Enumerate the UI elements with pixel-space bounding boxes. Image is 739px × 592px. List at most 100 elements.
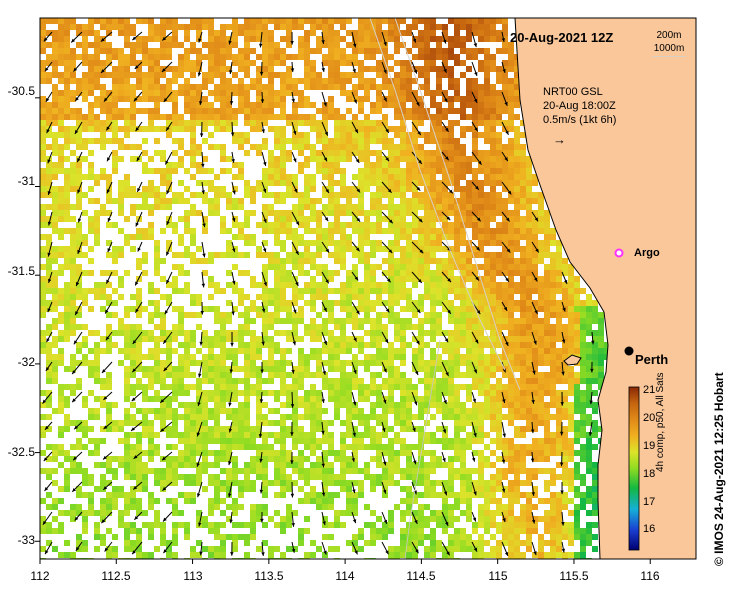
- sst-pixel: [310, 390, 316, 396]
- sst-pixel: [292, 114, 298, 120]
- sst-pixel: [226, 228, 232, 234]
- sst-pixel: [574, 462, 580, 468]
- sst-pixel: [358, 66, 364, 72]
- sst-pixel: [574, 300, 580, 306]
- sst-pixel: [340, 192, 346, 198]
- sst-pixel: [214, 84, 220, 90]
- sst-pixel: [328, 354, 334, 360]
- sst-pixel: [544, 210, 550, 216]
- sst-pixel: [394, 126, 400, 132]
- sst-pixel: [442, 222, 448, 228]
- sst-pixel: [436, 72, 442, 78]
- sst-pixel: [298, 114, 304, 120]
- sst-pixel: [448, 234, 454, 240]
- sst-pixel: [412, 474, 418, 480]
- sst-pixel: [424, 402, 430, 408]
- sst-pixel: [58, 360, 64, 366]
- sst-pixel: [100, 270, 106, 276]
- sst-pixel: [424, 60, 430, 66]
- sst-pixel: [382, 114, 388, 120]
- sst-pixel: [598, 330, 604, 336]
- sst-pixel: [334, 450, 340, 456]
- sst-pixel: [472, 144, 478, 150]
- sst-pixel: [514, 486, 520, 492]
- sst-pixel: [514, 156, 520, 162]
- sst-pixel: [484, 288, 490, 294]
- sst-pixel: [568, 390, 574, 396]
- sst-pixel: [118, 486, 124, 492]
- sst-pixel: [328, 474, 334, 480]
- sst-pixel: [376, 36, 382, 42]
- sst-pixel: [514, 450, 520, 456]
- sst-pixel: [400, 360, 406, 366]
- sst-pixel: [550, 336, 556, 342]
- sst-pixel: [244, 414, 250, 420]
- sst-pixel: [352, 414, 358, 420]
- sst-pixel: [346, 300, 352, 306]
- sst-pixel: [178, 390, 184, 396]
- sst-pixel: [100, 120, 106, 126]
- sst-pixel: [106, 294, 112, 300]
- sst-pixel: [436, 258, 442, 264]
- sst-pixel: [484, 300, 490, 306]
- sst-pixel: [502, 324, 508, 330]
- sst-pixel: [130, 432, 136, 438]
- sst-pixel: [124, 306, 130, 312]
- sst-pixel: [562, 480, 568, 486]
- sst-pixel: [418, 426, 424, 432]
- sst-pixel: [274, 198, 280, 204]
- sst-pixel: [328, 432, 334, 438]
- sst-pixel: [514, 378, 520, 384]
- sst-pixel: [418, 432, 424, 438]
- sst-pixel: [52, 18, 58, 24]
- sst-pixel: [220, 330, 226, 336]
- sst-pixel: [514, 198, 520, 204]
- sst-pixel: [214, 126, 220, 132]
- sst-pixel: [100, 72, 106, 78]
- sst-pixel: [208, 108, 214, 114]
- sst-pixel: [232, 18, 238, 24]
- sst-pixel: [592, 372, 598, 378]
- sst-pixel: [478, 456, 484, 462]
- sst-pixel: [304, 48, 310, 54]
- sst-pixel: [88, 360, 94, 366]
- sst-pixel: [364, 318, 370, 324]
- sst-pixel: [556, 432, 562, 438]
- sst-pixel: [466, 240, 472, 246]
- sst-pixel: [376, 156, 382, 162]
- sst-pixel: [100, 102, 106, 108]
- sst-pixel: [118, 108, 124, 114]
- sst-pixel: [544, 324, 550, 330]
- sst-pixel: [316, 120, 322, 126]
- sst-pixel: [424, 474, 430, 480]
- sst-pixel: [124, 462, 130, 468]
- sst-pixel: [184, 36, 190, 42]
- sst-pixel: [544, 432, 550, 438]
- sst-pixel: [418, 198, 424, 204]
- sst-pixel: [304, 42, 310, 48]
- sst-pixel: [484, 282, 490, 288]
- sst-pixel: [532, 456, 538, 462]
- sst-pixel: [202, 468, 208, 474]
- sst-pixel: [460, 192, 466, 198]
- sst-pixel: [586, 396, 592, 402]
- sst-pixel: [520, 390, 526, 396]
- sst-pixel: [376, 456, 382, 462]
- sst-pixel: [340, 348, 346, 354]
- sst-pixel: [262, 330, 268, 336]
- sst-pixel: [508, 126, 514, 132]
- sst-pixel: [112, 312, 118, 318]
- sst-pixel: [46, 186, 52, 192]
- sst-pixel: [592, 312, 598, 318]
- sst-pixel: [340, 336, 346, 342]
- sst-pixel: [262, 240, 268, 246]
- sst-pixel: [184, 90, 190, 96]
- sst-pixel: [478, 240, 484, 246]
- sst-pixel: [490, 420, 496, 426]
- sst-pixel: [472, 372, 478, 378]
- sst-pixel: [280, 18, 286, 24]
- sst-pixel: [130, 96, 136, 102]
- sst-pixel: [280, 366, 286, 372]
- sst-pixel: [316, 78, 322, 84]
- sst-pixel: [46, 120, 52, 126]
